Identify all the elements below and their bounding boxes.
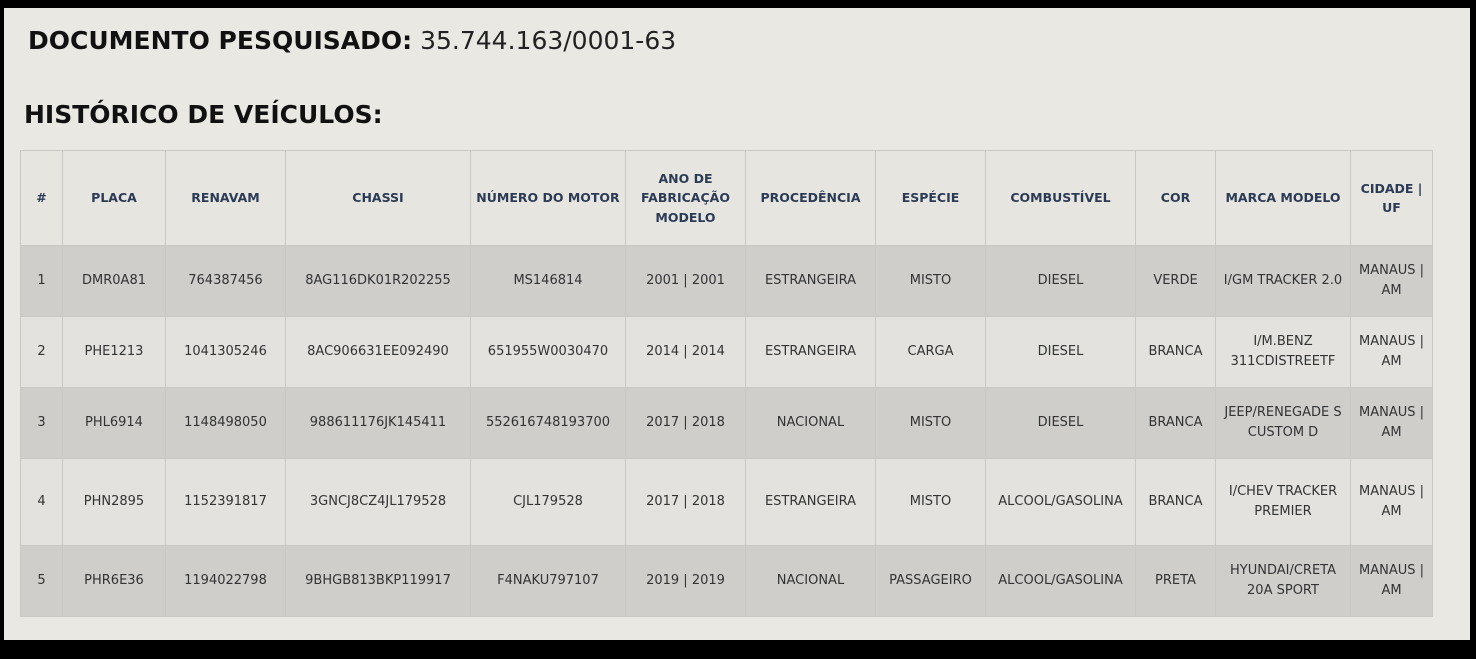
cell-renavam: 1194022798 (165, 545, 286, 617)
cell-procedencia: NACIONAL (745, 545, 876, 617)
column-header-combustivel: COMBUSTÍVEL (985, 150, 1136, 246)
vehicle-history-table: # PLACA RENAVAM CHASSI NÚMERO DO MOTOR ANO DE… (20, 150, 1433, 617)
cell-especie: PASSAGEIRO (875, 545, 986, 617)
cell-index: 4 (20, 458, 63, 546)
cell-cidade-uf: MANAUS | AM (1350, 387, 1433, 459)
cell-placa: PHR6E36 (62, 545, 166, 617)
cell-ano: 2017 | 2018 (625, 387, 746, 459)
cell-numero-motor: F4NAKU797107 (470, 545, 626, 617)
cell-placa: DMR0A81 (62, 245, 166, 317)
table-row: 2 PHE1213 1041305246 8AC906631EE092490 65195… (20, 316, 1433, 388)
cell-especie: CARGA (875, 316, 986, 388)
cell-combustivel: ALCOOL/GASOLINA (985, 545, 1136, 617)
cell-renavam: 1041305246 (165, 316, 286, 388)
column-header-cor: COR (1135, 150, 1216, 246)
column-header-procedencia: PROCEDÊNCIA (745, 150, 876, 246)
cell-placa: PHE1213 (62, 316, 166, 388)
column-header-ano: ANO DE FABRICAÇÃO MODELO (625, 150, 746, 246)
cell-cor: BRANCA (1135, 458, 1216, 546)
cell-index: 2 (20, 316, 63, 388)
cell-marca-modelo: JEEP/RENEGADE S CUSTOM D (1215, 387, 1351, 459)
cell-ano: 2001 | 2001 (625, 245, 746, 317)
cell-cidade-uf: MANAUS | AM (1350, 245, 1433, 317)
cell-combustivel: ALCOOL/GASOLINA (985, 458, 1136, 546)
cell-chassi: 988611176JK145411 (285, 387, 471, 459)
cell-renavam: 764387456 (165, 245, 286, 317)
cell-numero-motor: 552616748193700 (470, 387, 626, 459)
cell-cor: BRANCA (1135, 316, 1216, 388)
cell-marca-modelo: I/CHEV TRACKER PREMIER (1215, 458, 1351, 546)
cell-numero-motor: CJL179528 (470, 458, 626, 546)
column-header-especie: ESPÉCIE (875, 150, 986, 246)
cell-cidade-uf: MANAUS | AM (1350, 316, 1433, 388)
cell-cidade-uf: MANAUS | AM (1350, 458, 1433, 546)
cell-marca-modelo: I/GM TRACKER 2.0 (1215, 245, 1351, 317)
cell-combustivel: DIESEL (985, 387, 1136, 459)
column-header-numero-motor: NÚMERO DO MOTOR (470, 150, 626, 246)
cell-index: 3 (20, 387, 63, 459)
table-row: 1 DMR0A81 764387456 8AG116DK01R202255 MS1468… (20, 245, 1433, 317)
cell-procedencia: ESTRANGEIRA (745, 316, 876, 388)
column-header-chassi: CHASSI (285, 150, 471, 246)
cell-marca-modelo: I/M.BENZ 311CDISTREETF (1215, 316, 1351, 388)
cell-index: 5 (20, 545, 63, 617)
table-row: 4 PHN2895 1152391817 3GNCJ8CZ4JL179528 CJL17… (20, 458, 1433, 546)
cell-chassi: 9BHGB813BKP119917 (285, 545, 471, 617)
cell-renavam: 1148498050 (165, 387, 286, 459)
cell-marca-modelo: HYUNDAI/CRETA 20A SPORT (1215, 545, 1351, 617)
cell-chassi: 8AG116DK01R202255 (285, 245, 471, 317)
cell-placa: PHL6914 (62, 387, 166, 459)
screen: DOCUMENTO PESQUISADO: 35.744.163/0001-63… (4, 8, 1470, 640)
cell-combustivel: DIESEL (985, 316, 1136, 388)
searched-document: DOCUMENTO PESQUISADO: 35.744.163/0001-63 (28, 26, 676, 55)
cell-especie: MISTO (875, 387, 986, 459)
cell-combustivel: DIESEL (985, 245, 1136, 317)
cell-renavam: 1152391817 (165, 458, 286, 546)
document-value: 35.744.163/0001-63 (420, 26, 677, 55)
table-header-row: # PLACA RENAVAM CHASSI NÚMERO DO MOTOR ANO DE… (20, 150, 1433, 246)
cell-index: 1 (20, 245, 63, 317)
cell-placa: PHN2895 (62, 458, 166, 546)
cell-procedencia: ESTRANGEIRA (745, 245, 876, 317)
cell-procedencia: NACIONAL (745, 387, 876, 459)
cell-chassi: 8AC906631EE092490 (285, 316, 471, 388)
table-row: 3 PHL6914 1148498050 988611176JK145411 55261… (20, 387, 1433, 459)
table-row: 5 PHR6E36 1194022798 9BHGB813BKP119917 F4NAK… (20, 545, 1433, 617)
column-header-cidade-uf: CIDADE | UF (1350, 150, 1433, 246)
cell-numero-motor: MS146814 (470, 245, 626, 317)
column-header-marca-modelo: MARCA MODELO (1215, 150, 1351, 246)
column-header-renavam: RENAVAM (165, 150, 286, 246)
section-title: HISTÓRICO DE VEÍCULOS: (24, 100, 383, 129)
cell-cor: BRANCA (1135, 387, 1216, 459)
cell-ano: 2014 | 2014 (625, 316, 746, 388)
cell-chassi: 3GNCJ8CZ4JL179528 (285, 458, 471, 546)
cell-cor: PRETA (1135, 545, 1216, 617)
column-header-index: # (20, 150, 63, 246)
cell-especie: MISTO (875, 458, 986, 546)
cell-cidade-uf: MANAUS | AM (1350, 545, 1433, 617)
cell-numero-motor: 651955W0030470 (470, 316, 626, 388)
cell-especie: MISTO (875, 245, 986, 317)
cell-cor: VERDE (1135, 245, 1216, 317)
cell-procedencia: ESTRANGEIRA (745, 458, 876, 546)
cell-ano: 2017 | 2018 (625, 458, 746, 546)
column-header-placa: PLACA (62, 150, 166, 246)
cell-ano: 2019 | 2019 (625, 545, 746, 617)
document-label: DOCUMENTO PESQUISADO: (28, 26, 413, 55)
